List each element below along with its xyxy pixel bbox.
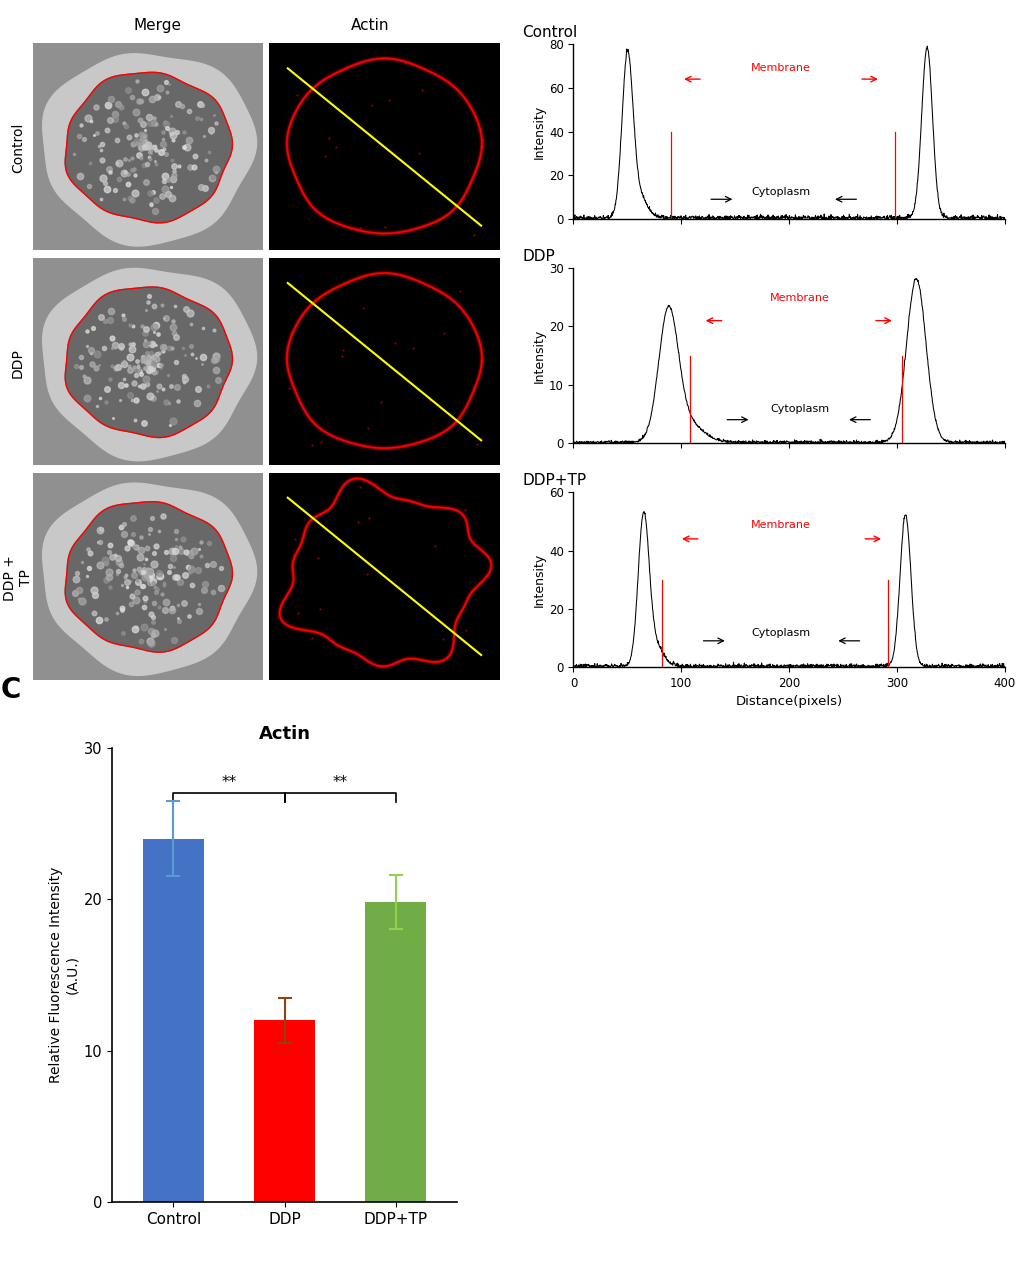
Polygon shape: [65, 286, 232, 437]
Text: Merge: Merge: [133, 18, 181, 33]
Text: DDP: DDP: [522, 248, 554, 263]
Text: Membrane: Membrane: [769, 293, 829, 303]
Polygon shape: [65, 501, 232, 652]
Y-axis label: Intensity: Intensity: [533, 105, 545, 159]
Bar: [254, 1021, 315, 1202]
Text: **: **: [332, 775, 347, 790]
Bar: [143, 839, 204, 1202]
Text: C: C: [0, 675, 20, 703]
Text: B: B: [478, 0, 498, 6]
Y-axis label: Intensity: Intensity: [533, 329, 545, 382]
Polygon shape: [43, 54, 256, 246]
Bar: [365, 902, 426, 1202]
Polygon shape: [43, 483, 256, 675]
Text: Membrane: Membrane: [750, 63, 810, 73]
Text: Control: Control: [522, 24, 577, 40]
Y-axis label: Relative Fluorescence Intensity
(A.U.): Relative Fluorescence Intensity (A.U.): [49, 867, 79, 1083]
Text: **: **: [221, 775, 236, 790]
Text: Membrane: Membrane: [750, 521, 810, 530]
Text: Cytoplasm: Cytoplasm: [750, 628, 809, 638]
Polygon shape: [43, 269, 256, 460]
Y-axis label: Intensity: Intensity: [533, 553, 545, 606]
Text: Cytoplasm: Cytoplasm: [750, 187, 809, 197]
Title: Actin: Actin: [258, 725, 310, 743]
Text: Cytoplasm: Cytoplasm: [769, 404, 828, 414]
Text: Actin: Actin: [351, 18, 388, 33]
Text: DDP: DDP: [11, 348, 25, 377]
Text: Control: Control: [11, 123, 25, 174]
Polygon shape: [65, 73, 232, 223]
Text: A: A: [0, 0, 21, 6]
Text: DDP+TP: DDP+TP: [522, 473, 586, 487]
X-axis label: Distance(pixels): Distance(pixels): [735, 696, 842, 709]
Text: DDP +
TP: DDP + TP: [3, 555, 34, 601]
